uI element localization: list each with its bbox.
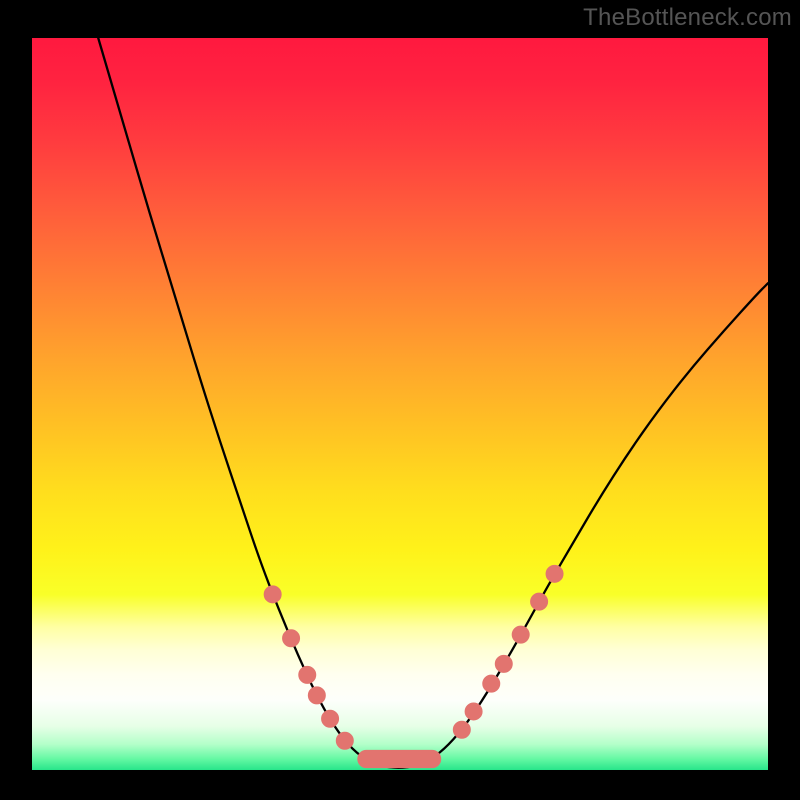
curve-marker <box>483 675 500 692</box>
curve-marker <box>299 666 316 683</box>
curve-marker <box>283 630 300 647</box>
chart-gradient-bg <box>32 38 768 770</box>
curve-marker <box>336 732 353 749</box>
curve-marker <box>465 703 482 720</box>
curve-marker <box>531 593 548 610</box>
curve-marker <box>512 626 529 643</box>
watermark-text: TheBottleneck.com <box>583 4 792 32</box>
bottleneck-chart-svg <box>0 0 800 800</box>
curve-marker <box>308 687 325 704</box>
curve-marker <box>453 721 470 738</box>
curve-marker <box>546 565 563 582</box>
curve-marker <box>322 710 339 727</box>
curve-marker <box>495 655 512 672</box>
flat-optimum-band <box>357 750 441 768</box>
chart-container: TheBottleneck.com <box>0 0 800 800</box>
curve-marker <box>264 586 281 603</box>
